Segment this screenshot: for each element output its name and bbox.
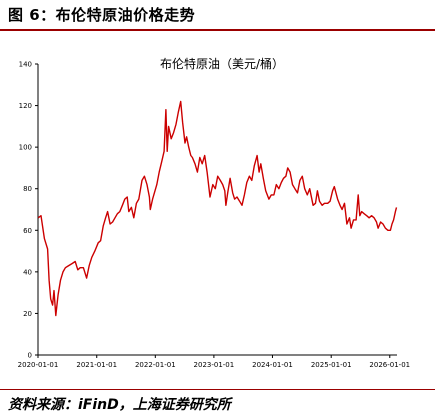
bottom-rule [0, 389, 435, 390]
series-line [37, 100, 398, 317]
series-group [37, 100, 398, 317]
figure-title: 图 6：布伦特原油价格走势 [8, 6, 196, 24]
top-rule [0, 29, 435, 31]
y-tick-label: 40 [23, 268, 32, 276]
source-note: 资料来源：iFinD，上海证券研究所 [8, 397, 231, 413]
y-tick-label: 20 [23, 310, 32, 318]
x-tick-label: 2025-01-01 [311, 361, 352, 369]
x-tick-label: 2026-01-01 [369, 361, 410, 369]
y-tick-label: 60 [23, 227, 32, 235]
x-tick-label: 2023-01-01 [194, 361, 235, 369]
price-chart: 布伦特原油（美元/桶） 0 20 40 60 80 100 120 140 2020-01-0… [18, 56, 410, 369]
x-tick-label: 2024-01-01 [252, 361, 293, 369]
x-ticks: 2020-01-01 2021-01-01 2022-01-01 2023-01-01… [18, 355, 410, 369]
x-tick-label: 2020-01-01 [18, 361, 59, 369]
chart-title: 布伦特原油（美元/桶） [160, 56, 284, 71]
y-tick-label: 120 [19, 102, 32, 110]
y-tick-label: 80 [23, 185, 32, 193]
y-tick-label: 140 [19, 61, 32, 69]
x-tick-label: 2022-01-01 [135, 361, 176, 369]
y-tick-label: 100 [19, 144, 32, 152]
y-ticks: 0 20 40 60 80 100 120 140 [19, 61, 38, 360]
x-tick-label: 2021-01-01 [76, 361, 117, 369]
y-tick-label: 0 [28, 352, 32, 360]
